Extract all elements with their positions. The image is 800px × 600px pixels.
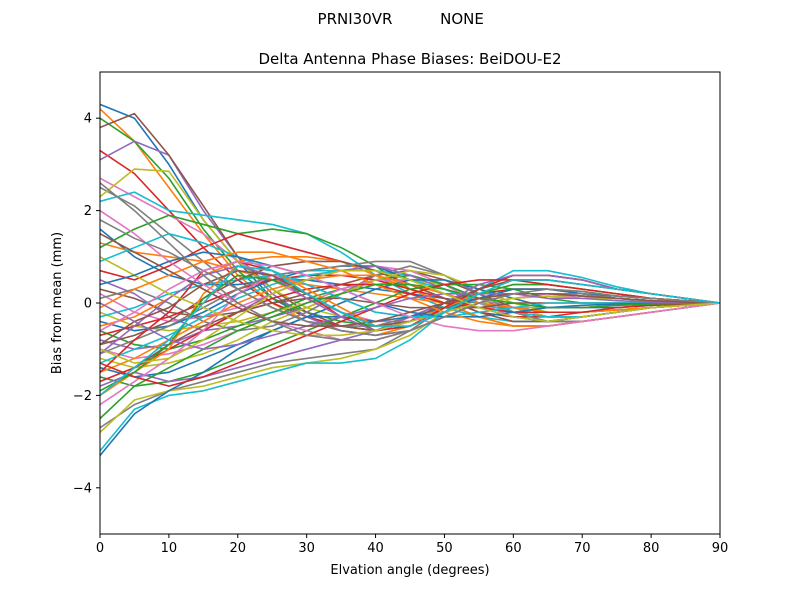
- y-tick-label: −4: [73, 481, 92, 496]
- x-tick-label: 50: [436, 541, 453, 556]
- suptitle-left: PRNI30VR: [318, 10, 393, 28]
- series-line-55: [100, 292, 720, 351]
- series-layer: [100, 103, 720, 456]
- y-tick-label: −2: [73, 389, 92, 404]
- series-line-56: [100, 232, 720, 327]
- x-tick-label: 20: [230, 541, 247, 556]
- series-line-59: [100, 269, 720, 364]
- y-tick-label: 4: [84, 112, 92, 127]
- y-tick-label: 0: [84, 297, 92, 312]
- y-tick-label: 2: [84, 204, 92, 219]
- y-axis: −4 −2 0 2 4: [73, 112, 100, 496]
- x-tick-label: 10: [161, 541, 178, 556]
- x-tick-label: 30: [298, 541, 315, 556]
- x-tick-label: 70: [574, 541, 591, 556]
- series-line-60: [100, 265, 720, 397]
- series-line-57: [100, 260, 720, 332]
- series-line-54: [100, 279, 720, 387]
- x-tick-label: 80: [643, 541, 660, 556]
- x-axis-label: Elvation angle (degrees): [330, 563, 489, 578]
- y-axis-label: Bias from mean (mm): [50, 232, 65, 374]
- suptitle-right: NONE: [440, 10, 484, 28]
- x-tick-label: 90: [712, 541, 729, 556]
- x-tick-label: 40: [367, 541, 384, 556]
- x-tick-label: 60: [505, 541, 522, 556]
- x-tick-label: 0: [96, 541, 104, 556]
- x-axis: 0 10 20 30 40 50 60 70 80 90: [96, 534, 728, 556]
- series-line-40: [100, 269, 720, 452]
- series-line-58: [100, 182, 720, 341]
- chart-title: Delta Antenna Phase Biases: BeiDOU-E2: [259, 50, 562, 68]
